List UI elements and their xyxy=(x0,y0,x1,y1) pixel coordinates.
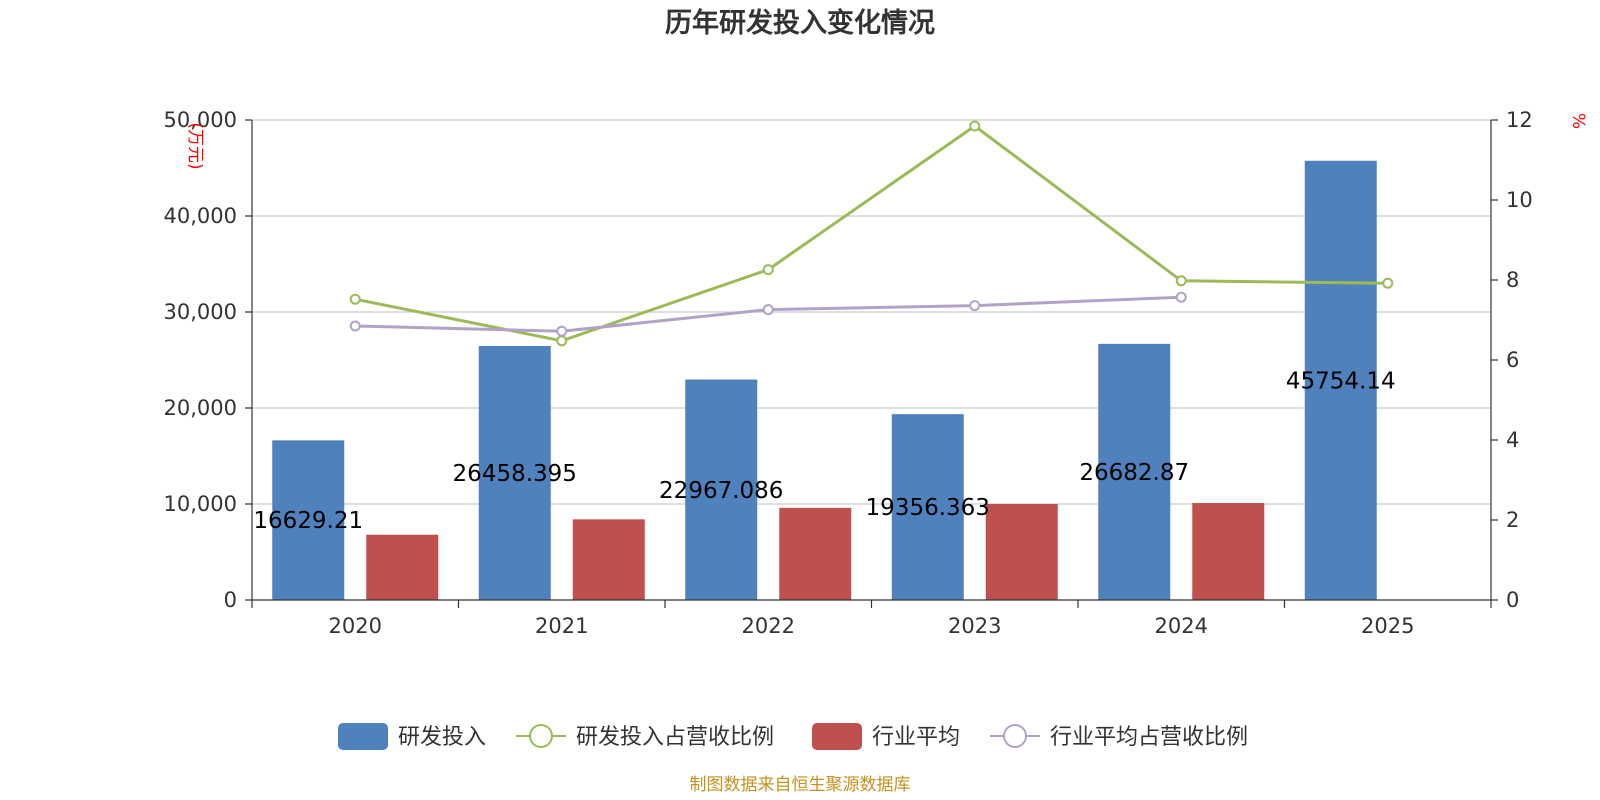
bar-industry xyxy=(572,519,645,600)
bar-industry xyxy=(1192,503,1265,600)
x-tick-label: 2024 xyxy=(1155,614,1208,638)
bar-data-label: 45754.14 xyxy=(1286,368,1396,394)
line-point-1 xyxy=(969,300,981,312)
y-left-unit: (万元) xyxy=(185,122,205,169)
bar-rd xyxy=(272,440,345,600)
line-point-0 xyxy=(969,120,981,132)
bar-data-label: 26682.87 xyxy=(1079,460,1189,486)
legend-label: 行业平均 xyxy=(872,725,960,750)
bar-data-label: 19356.363 xyxy=(866,495,990,521)
line-point-1 xyxy=(762,304,774,316)
y-left-tick-label: 10,000 xyxy=(164,492,237,516)
y-right-tick-label: 6 xyxy=(1506,348,1519,372)
y-left-tick-label: 40,000 xyxy=(164,204,237,228)
x-tick-label: 2022 xyxy=(742,614,795,638)
y-right-tick-label: 0 xyxy=(1506,588,1519,612)
axes: 0 10,000 20,000 30,000 40,000 50,000 0 2 4 6 8 10 12… xyxy=(164,108,1533,638)
bar-industry xyxy=(779,507,852,600)
chart-title: 历年研发投入变化情况 xyxy=(665,7,935,39)
x-tick-label: 2023 xyxy=(948,614,1001,638)
bars xyxy=(272,160,1377,600)
bar-rd xyxy=(1304,160,1377,600)
line-point-0 xyxy=(556,335,568,347)
bar-rd xyxy=(478,345,551,600)
bar-data-label: 22967.086 xyxy=(659,478,783,504)
bar-data-label: 26458.395 xyxy=(453,461,577,487)
bar-rd xyxy=(1098,343,1171,600)
line-point-0 xyxy=(1175,275,1187,287)
legend-label: 行业平均占营收比例 xyxy=(1050,725,1248,750)
legend-swatch xyxy=(338,723,388,750)
y-left-tick-label: 30,000 xyxy=(164,300,237,324)
legend-swatch xyxy=(812,723,862,750)
bar-industry xyxy=(985,504,1058,600)
legend-label: 研发投入 xyxy=(398,725,486,750)
legend-swatch-marker xyxy=(529,724,553,748)
bar-industry xyxy=(366,534,439,600)
y-right-tick-label: 4 xyxy=(1506,428,1519,452)
bar-rd xyxy=(891,414,964,600)
legend: 研发投入 研发投入占营收比例 行业平均 行业平均占营收比例 xyxy=(338,723,1248,750)
x-tick-label: 2025 xyxy=(1361,614,1414,638)
bar-data-label: 16629.21 xyxy=(253,508,363,534)
legend-swatch-marker xyxy=(1003,724,1027,748)
data-labels: 16629.21 26458.395 22967.086 19356.363 26682… xyxy=(253,368,1395,534)
line-point-1 xyxy=(1175,291,1187,303)
gridlines xyxy=(252,119,1491,505)
y-left-tick-label: 20,000 xyxy=(164,396,237,420)
series-line-0 xyxy=(354,124,1388,343)
line-point-0 xyxy=(762,264,774,276)
y-left-tick-label: 0 xyxy=(224,588,237,612)
bar-rd xyxy=(685,379,758,600)
source-note: 制图数据来自恒生聚源数据库 xyxy=(690,775,911,795)
y-right-tick-label: 8 xyxy=(1506,268,1519,292)
lines xyxy=(349,120,1394,347)
y-right-tick-label: 2 xyxy=(1506,508,1519,532)
y-right-tick-label: 12 xyxy=(1506,108,1533,132)
x-tick-label: 2020 xyxy=(329,614,382,638)
y-right-tick-label: 10 xyxy=(1506,188,1533,212)
line-point-0 xyxy=(1382,277,1394,289)
x-tick-label: 2021 xyxy=(535,614,588,638)
line-point-1 xyxy=(349,320,361,332)
y-right-unit: % xyxy=(1568,113,1588,129)
line-point-0 xyxy=(349,293,361,305)
y-left-tick-label: 50,000 xyxy=(164,108,237,132)
line-point-1 xyxy=(556,325,568,337)
legend-label: 研发投入占营收比例 xyxy=(576,725,774,750)
